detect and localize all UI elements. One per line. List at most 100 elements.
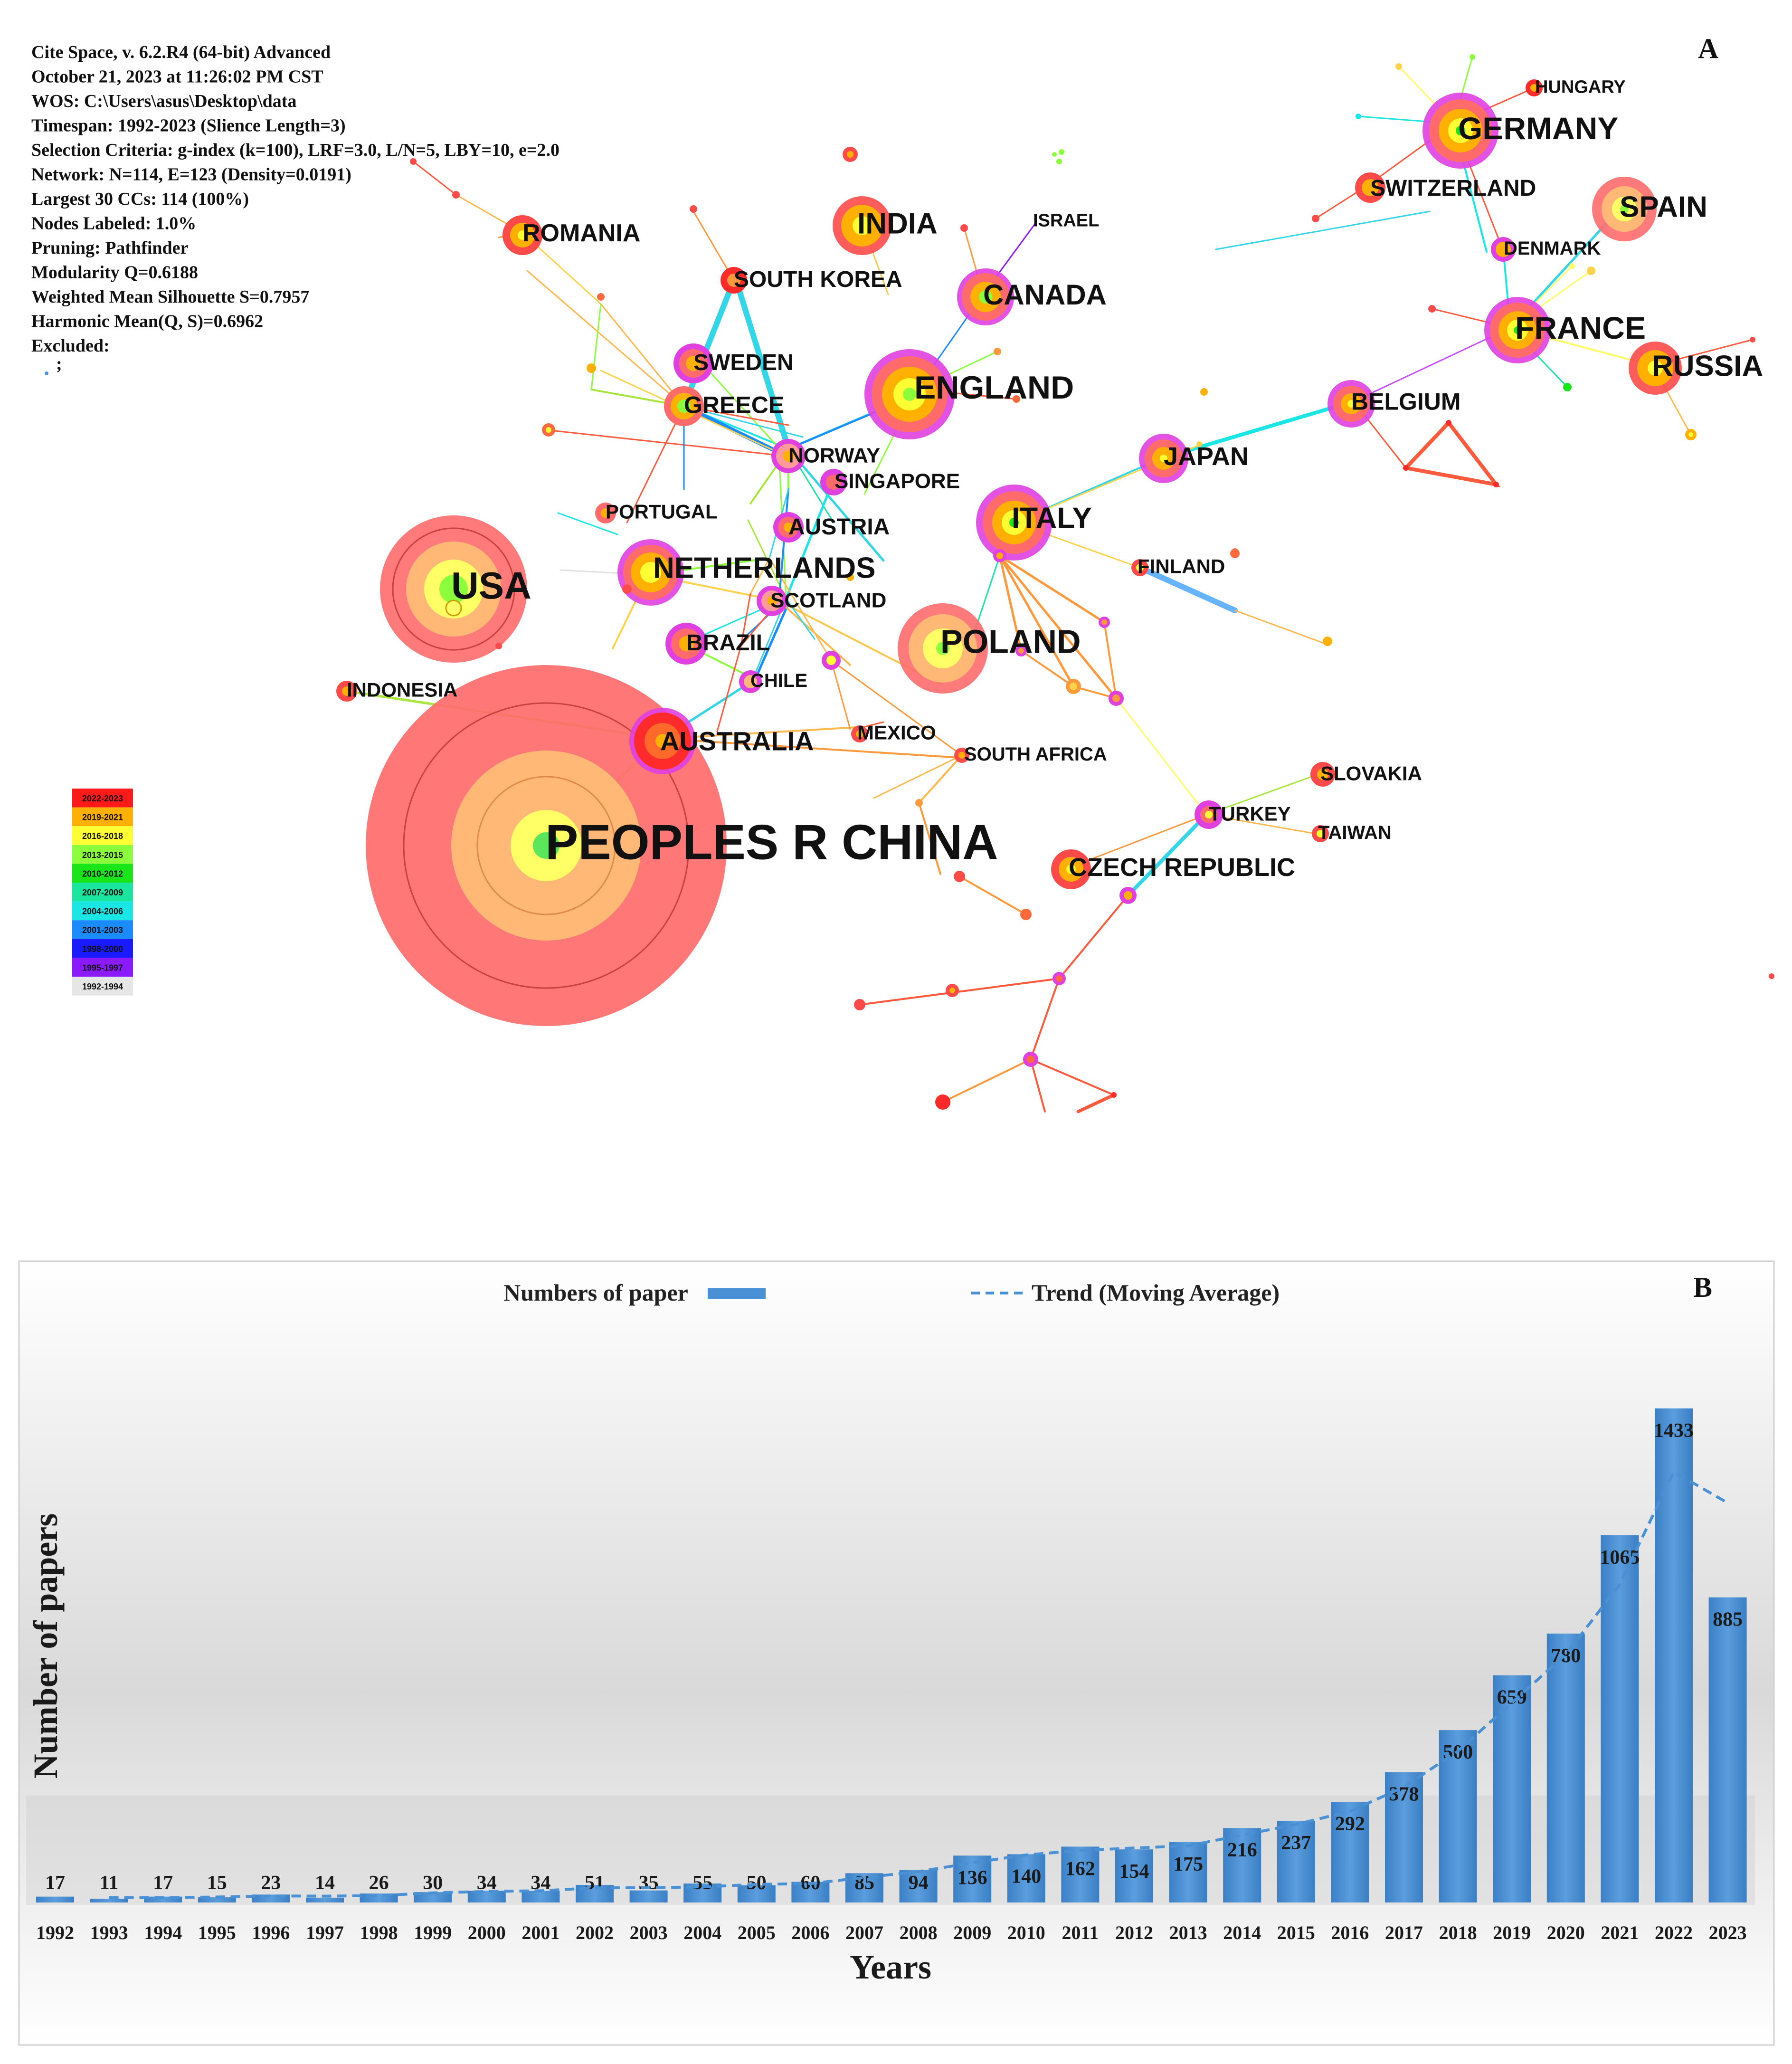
edge <box>998 554 1075 688</box>
node-romania <box>503 215 542 255</box>
bar-label-1997: 14 <box>315 1872 335 1894</box>
edge <box>778 488 789 602</box>
legend-swatch <box>72 826 133 845</box>
tick-1995: 1995 <box>198 1922 236 1943</box>
legend-swatch <box>72 807 133 827</box>
label-germany: GERMANY <box>1458 111 1618 146</box>
label-belgium: BELGIUM <box>1351 389 1461 415</box>
node-austria <box>773 512 804 542</box>
edge <box>754 602 790 681</box>
legend-label: 2001-2003 <box>82 925 123 935</box>
bar-1999 <box>414 1892 452 1902</box>
bar-2021 <box>1601 1535 1639 1902</box>
label-switzerland: SWITZERLAND <box>1370 176 1536 201</box>
network-nodes <box>336 54 1774 1110</box>
info-line: Selection Criteria: g-index (k=100), LRF… <box>31 140 559 160</box>
x-tick-labels: 1992 1993 1994 1995 1996 1997 1998 1999 2000 2001… <box>36 1922 1747 1943</box>
label-chile: CHILE <box>750 670 807 691</box>
tick-2011: 2011 <box>1062 1922 1099 1943</box>
bar-1992 <box>36 1896 74 1902</box>
legend-swatch <box>72 939 133 958</box>
edge <box>1215 210 1431 250</box>
label-japan: JAPAN <box>1164 442 1249 471</box>
bar-2003 <box>629 1890 668 1902</box>
label-italy: ITALY <box>1012 502 1092 535</box>
edge <box>1205 814 1317 835</box>
bar-1998 <box>360 1893 398 1902</box>
tick-2009: 2009 <box>953 1922 991 1943</box>
label-austria: AUSTRIA <box>788 514 890 540</box>
tick-2003: 2003 <box>630 1922 668 1943</box>
bar-label-2019: 659 <box>1497 1687 1527 1709</box>
legend-swatch <box>72 883 133 902</box>
node-germany <box>1422 93 1498 169</box>
label-australia: AUSTRALIA <box>660 726 814 756</box>
edge <box>716 645 742 732</box>
bar-chart-panel: Numbers of paper Trend (Moving Average) … <box>18 1260 1775 2046</box>
info-line: Modularity Q=0.6188 <box>31 263 198 283</box>
node-scotland <box>757 586 787 616</box>
edge <box>942 1058 1032 1103</box>
bar-label-1995: 15 <box>207 1872 227 1894</box>
trend-line <box>109 1470 1729 1899</box>
node-canada <box>957 268 1014 325</box>
label-france: FRANCE <box>1515 310 1646 345</box>
node-south-africa <box>954 748 969 763</box>
tick-2005: 2005 <box>738 1922 776 1943</box>
bar-label-2004: 55 <box>692 1872 712 1894</box>
bar-2011 <box>1061 1846 1100 1902</box>
edge <box>412 161 457 196</box>
legend-trend-label: Trend (Moving Average) <box>1032 1279 1280 1306</box>
info-line: Pruning: Pathfinder <box>31 238 189 258</box>
edge <box>918 754 963 804</box>
edge <box>1030 1058 1046 1113</box>
edge <box>733 277 791 452</box>
tick-2023: 2023 <box>1709 1922 1747 1943</box>
tick-2008: 2008 <box>900 1922 938 1943</box>
node-taiwan <box>1312 825 1329 842</box>
label-singapore: SINGAPORE <box>834 469 960 493</box>
edge <box>1353 327 1511 402</box>
tick-2016: 2016 <box>1331 1922 1369 1943</box>
bar-label-2022: 1433 <box>1654 1420 1694 1442</box>
edge <box>626 405 685 523</box>
label-brazil: BRAZIL <box>686 630 770 656</box>
year-legend: 2022-2023 2019-2021 2016-2018 2013-2015 2010… <box>72 789 133 996</box>
label-mexico: MEXICO <box>857 722 936 744</box>
bar-1997 <box>306 1897 344 1902</box>
bar-label-2013: 175 <box>1173 1854 1203 1875</box>
bar-2016 <box>1331 1802 1369 1902</box>
bar-label-2020: 780 <box>1551 1645 1581 1667</box>
node-south-korea <box>721 267 747 294</box>
node-singapore <box>820 469 847 495</box>
tick-2015: 2015 <box>1277 1922 1315 1943</box>
bar-2008 <box>899 1870 938 1902</box>
edge <box>1137 565 1238 613</box>
node-poland <box>898 603 988 694</box>
label-russia: RUSSIA <box>1652 350 1763 383</box>
panel-label-a: A <box>1698 33 1718 64</box>
bar-label-2002: 51 <box>585 1872 605 1894</box>
tick-2022: 2022 <box>1655 1922 1693 1943</box>
legend-swatch <box>72 901 133 921</box>
label-turkey: TURKEY <box>1209 803 1291 825</box>
bar-label-1998: 26 <box>369 1872 389 1894</box>
country-labels: PEOPLES R CHINA USA AUSTRALIA NETHERLANDS PO… <box>347 77 1763 882</box>
edge <box>681 277 737 409</box>
legend-label: 1992-1994 <box>82 982 123 991</box>
info-line: Excluded: <box>31 336 110 356</box>
edge <box>749 557 770 595</box>
info-line: WOS: C:\Users\asus\Desktop\data <box>31 91 296 111</box>
info-line: Harmonic Mean(Q, S)=0.6962 <box>31 312 263 332</box>
label-portugal: PORTUGAL <box>606 501 718 523</box>
bar-2023 <box>1708 1597 1747 1902</box>
label-canada: CANADA <box>983 279 1107 311</box>
bar-value-labels: 17 11 17 15 23 14 26 30 34 34 51 35 55 50 60 85 94 136 140… <box>45 1420 1743 1894</box>
info-line: Network: N=114, E=123 (Density=0.0191) <box>31 165 351 185</box>
label-poland: POLAND <box>940 623 1081 660</box>
edge <box>1020 650 1074 687</box>
bar-2014 <box>1223 1828 1261 1902</box>
edge <box>1103 621 1117 699</box>
tick-2018: 2018 <box>1439 1922 1477 1943</box>
label-indonesia: INDONESIA <box>347 679 457 701</box>
